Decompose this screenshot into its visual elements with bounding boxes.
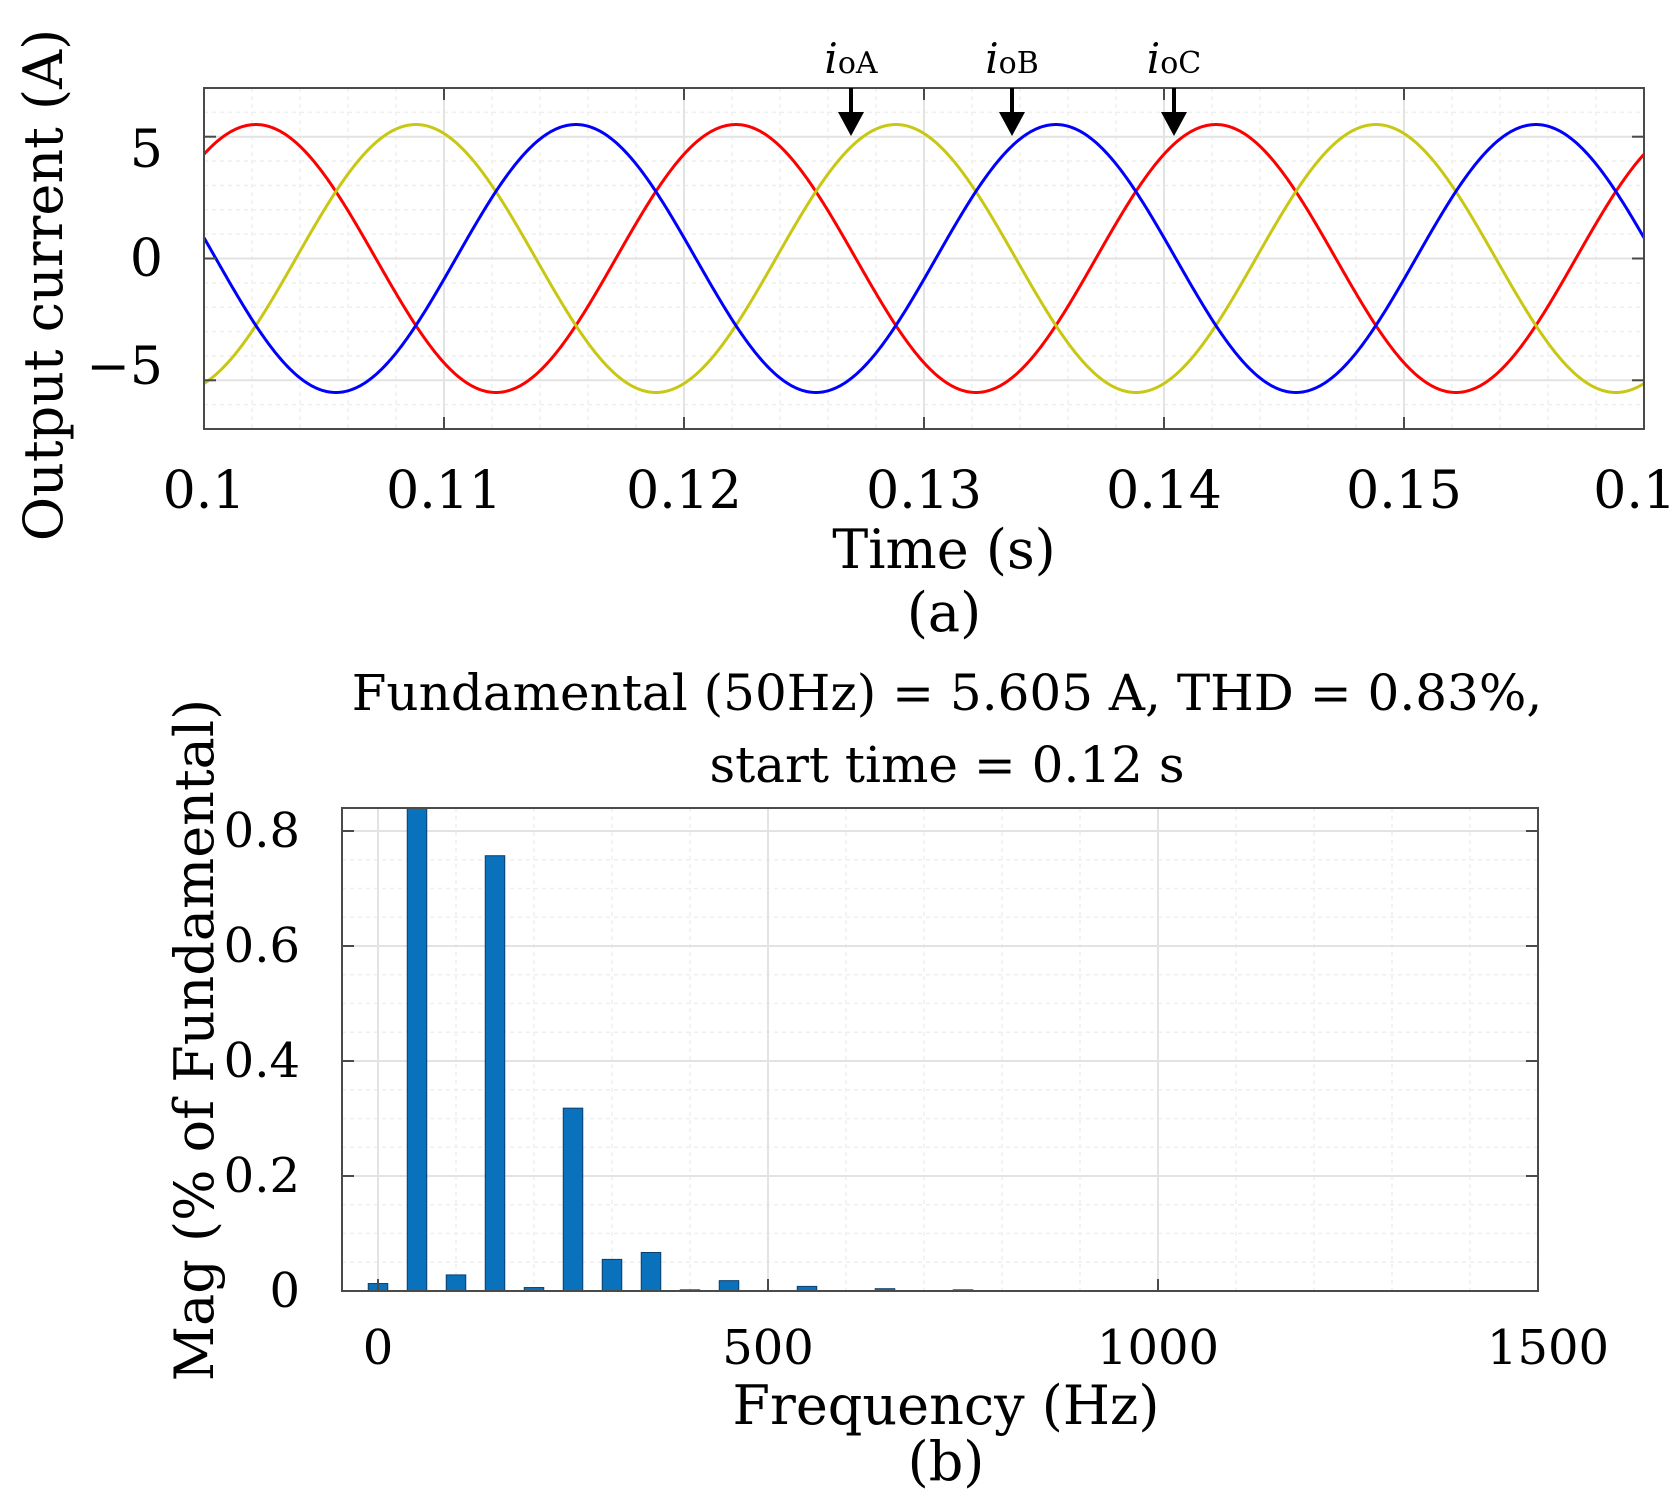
panel-b-xaxis-label: Frequency (Hz)	[733, 1374, 1160, 1437]
harmonic-bar-100hz	[445, 1274, 467, 1292]
panel-a-tick-marks	[203, 88, 1645, 429]
series-ioB-line	[203, 123, 1645, 394]
panel-b-ytick-label: 0.6	[224, 918, 300, 974]
panel-b-title-line2: start time = 0.12 s	[709, 736, 1184, 794]
panel-b-ytick-label: 0	[269, 1263, 300, 1319]
annotation-ioC: ioC	[1147, 34, 1201, 136]
harmonic-bar-300hz	[601, 1258, 623, 1292]
annotation-ioC-subscript: oC	[1160, 46, 1201, 81]
annotation-ioB: ioB	[985, 34, 1039, 136]
svg-text:ioB: ioB	[985, 34, 1039, 83]
panel-b-tick-marks	[342, 830, 1538, 1292]
panel-b-ytick-label: 0.8	[224, 803, 300, 859]
panel-a-ytick-label: 5	[130, 120, 163, 180]
annotation-ioA-arrow-head	[838, 112, 864, 136]
annotation-ioB-symbol: i	[985, 34, 998, 83]
panel-b-xtick-label: 500	[722, 1320, 814, 1376]
panel-a-xtick-label: 0.13	[866, 461, 982, 521]
panel-a-xaxis-label: Time (s)	[832, 518, 1055, 581]
panel-b-xtick-label: 1500	[1487, 1320, 1609, 1376]
annotation-ioA: ioA	[824, 34, 878, 136]
panel-a-series	[202, 123, 1646, 394]
series-ioA-line	[202, 123, 1646, 394]
panel-b-xtick-label: 1000	[1097, 1320, 1219, 1376]
panel-a-xtick-label: 0.1	[1593, 461, 1676, 521]
annotation-ioA-subscript: oA	[838, 46, 878, 81]
panel-b-ytick-label: 0.4	[224, 1033, 300, 1089]
panel-a-xtick-label: 0.1	[163, 461, 246, 521]
panel-b-ytick-label: 0.2	[224, 1148, 300, 1204]
svg-text:ioA: ioA	[824, 34, 877, 83]
panel-a-xtick-label: 0.11	[386, 461, 502, 521]
panel-b-yaxis-label: Mag (% of Fundamental)	[163, 699, 226, 1381]
panel-a-current-waveforms: 5 0 −5 0.1 0.11 0.12 0.13 0.14 0.15 0.1 …	[12, 29, 1676, 644]
panel-b-plot-frame	[341, 807, 1539, 1292]
harmonic-bar-150hz	[484, 855, 506, 1292]
annotation-ioC-symbol: i	[1147, 34, 1160, 83]
panel-b-title-line1: Fundamental (50Hz) = 5.605 A, THD = 0.83…	[352, 664, 1543, 722]
harmonic-bar-450hz	[718, 1280, 740, 1292]
panel-a-xtick-label: 0.14	[1106, 461, 1222, 521]
panel-a-yaxis-label: Output current (A)	[12, 29, 75, 541]
annotation-ioB-arrow-head	[999, 112, 1025, 136]
panel-b-bars	[367, 807, 974, 1292]
svg-text:ioC: ioC	[1147, 34, 1201, 83]
annotation-ioB-subscript: oB	[999, 46, 1039, 81]
panel-b-grid	[342, 808, 1538, 1292]
harmonic-bar-250hz	[562, 1107, 584, 1292]
panel-a-caption: (a)	[907, 581, 981, 644]
panel-b-harmonic-spectrum: Fundamental (50Hz) = 5.605 A, THD = 0.83…	[163, 664, 1609, 1493]
panel-b-caption: (b)	[908, 1430, 985, 1493]
panel-a-ytick-label: −5	[86, 337, 163, 397]
annotation-ioA-symbol: i	[824, 34, 837, 83]
harmonic-bar-350hz	[640, 1251, 662, 1292]
harmonic-bar-50hz	[406, 807, 428, 1292]
annotation-ioC-arrow-head	[1161, 112, 1187, 136]
panel-a-grid	[203, 87, 1645, 430]
panel-a-ytick-label: 0	[130, 229, 163, 289]
panel-a-xtick-label: 0.15	[1346, 461, 1462, 521]
panel-a-xtick-label: 0.12	[626, 461, 742, 521]
panel-b-xtick-label: 0	[363, 1320, 394, 1376]
series-ioC-line	[202, 123, 1646, 394]
